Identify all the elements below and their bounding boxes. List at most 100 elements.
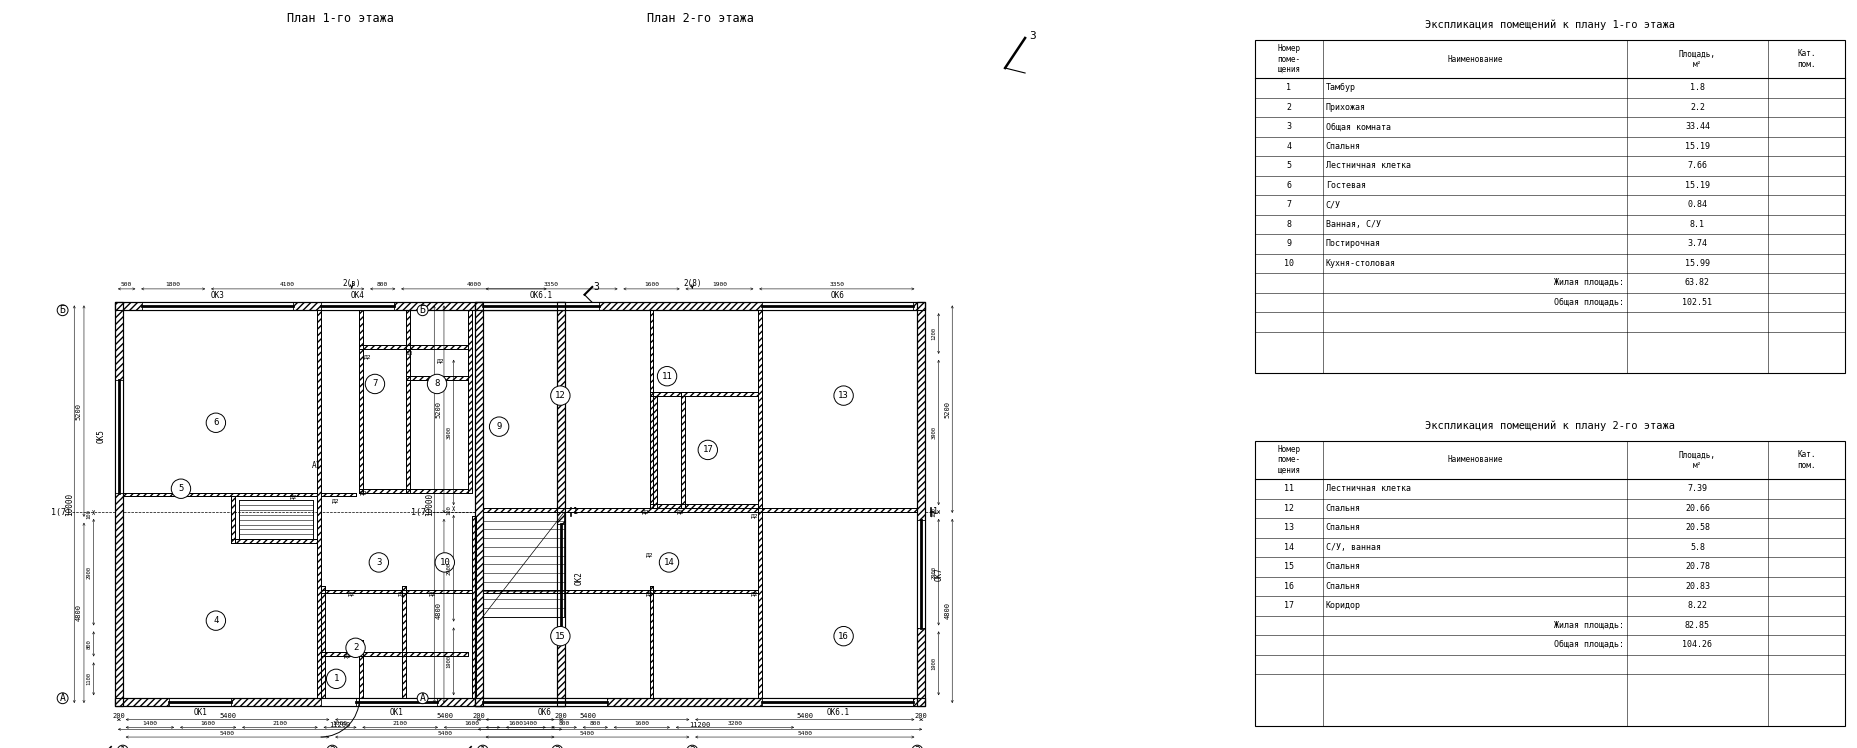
Text: 1: 1 [332,675,338,684]
Text: Б: Б [420,305,425,315]
Bar [358,345,468,349]
Bar [917,302,925,706]
Text: Гостевая: Гостевая [1326,181,1365,190]
Text: Д2: Д2 [332,498,340,503]
Bar [654,392,680,396]
Bar [358,652,401,655]
Text: Экспликация помещений к плану 1-го этажа: Экспликация помещений к плану 1-го этажа [1424,19,1675,30]
Text: 2900: 2900 [446,562,451,574]
Text: 3: 3 [1029,31,1036,41]
Text: 7: 7 [371,379,377,388]
Text: 5400: 5400 [797,731,812,735]
Text: 800: 800 [85,639,91,649]
Text: 1600: 1600 [201,721,215,726]
Bar [557,524,565,632]
Text: ОК1: ОК1 [390,708,403,717]
Bar [321,302,394,310]
Text: 1.8: 1.8 [1690,83,1705,92]
Bar [761,302,914,310]
Text: План 1-го этажа: План 1-го этажа [286,11,394,25]
Text: 1(7): 1(7) [410,507,431,517]
Text: Д1: Д1 [344,653,351,658]
Text: ОК6: ОК6 [830,292,845,301]
Text: А: А [420,693,425,703]
Text: 13: 13 [1283,524,1292,533]
Text: 2900: 2900 [85,565,91,579]
Bar [358,488,468,493]
Circle shape [345,638,366,657]
Text: Общая площадь:: Общая площадь: [1552,640,1623,649]
Text: Экспликация помещений к плану 2-го этажа: Экспликация помещений к плану 2-го этажа [1424,420,1675,432]
Text: 5: 5 [178,484,184,493]
Bar [123,493,316,497]
Text: А1: А1 [312,461,321,470]
Text: 8.1: 8.1 [1690,220,1705,229]
Text: Д2: Д2 [646,591,654,596]
Text: 33.44: 33.44 [1684,122,1708,131]
Text: Номер
поме-
щения: Номер поме- щения [1276,44,1300,74]
Bar [650,310,654,508]
Bar [240,500,312,539]
Circle shape [435,553,455,572]
Text: 8.22: 8.22 [1686,601,1707,610]
Text: А: А [59,693,65,703]
Text: 1400: 1400 [143,721,158,726]
Circle shape [488,417,509,436]
Text: 1800: 1800 [165,283,180,287]
Text: 3900: 3900 [930,426,936,439]
Text: Д2: Д2 [646,552,654,557]
Bar [483,589,650,593]
Bar [758,310,761,508]
Text: 1600: 1600 [633,721,648,726]
Bar [650,392,758,396]
Bar [650,589,758,593]
Bar [557,302,565,706]
Text: Наименование: Наименование [1447,456,1502,465]
Text: 2: 2 [1285,102,1291,111]
Text: 7: 7 [1285,200,1291,209]
Bar [761,698,914,706]
Text: 20.66: 20.66 [1684,503,1708,512]
Text: 4: 4 [1285,142,1291,151]
Text: 10: 10 [1283,259,1292,268]
Bar [483,302,598,310]
Text: 4800: 4800 [436,602,442,619]
Text: 1600: 1600 [644,283,659,287]
Bar [475,302,925,310]
Text: Ванная, С/У: Ванная, С/У [1326,220,1380,229]
Circle shape [366,374,384,393]
Text: 1000: 1000 [332,721,347,726]
Text: Д2: Д2 [643,509,650,515]
Text: 10000: 10000 [65,493,74,516]
Text: 17: 17 [702,445,713,455]
Bar [321,589,472,593]
Text: 15: 15 [1283,562,1292,571]
Text: 15.99: 15.99 [1684,259,1708,268]
Bar [358,652,401,655]
Bar [1253,40,1844,373]
Bar [483,512,565,617]
Text: 3900: 3900 [446,426,451,439]
Text: 3: 3 [592,282,598,292]
Circle shape [687,745,698,748]
Text: 13: 13 [838,391,849,400]
Text: 8: 8 [1285,220,1291,229]
Bar [650,504,758,508]
Circle shape [117,745,128,748]
Bar [115,302,565,310]
Bar [475,302,483,706]
Text: Б: Б [59,305,65,315]
Circle shape [370,553,388,572]
Text: 100: 100 [446,505,451,515]
Text: Д2: Д2 [750,591,758,596]
Circle shape [171,479,191,498]
Bar [680,396,683,508]
Circle shape [327,669,345,689]
Text: Спальня: Спальня [1326,582,1359,591]
Text: ОК6.1: ОК6.1 [826,708,849,717]
Circle shape [206,413,225,432]
Text: 63.82: 63.82 [1684,278,1708,287]
Bar [680,396,683,508]
Text: 200: 200 [113,713,124,719]
Bar [483,508,917,512]
